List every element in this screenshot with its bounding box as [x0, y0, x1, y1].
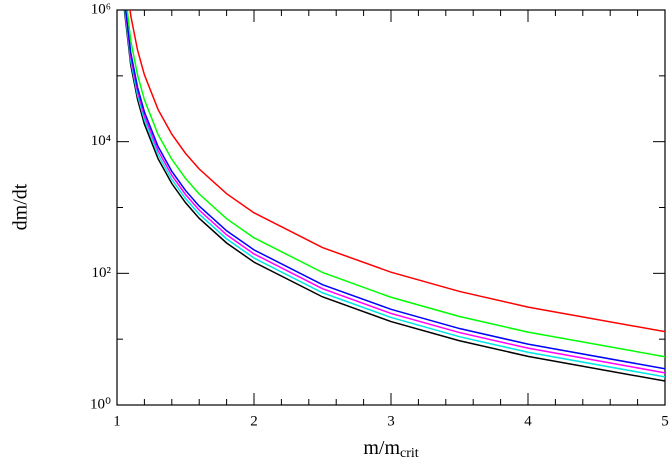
- series-line: [124, 10, 665, 374]
- x-axis-title-sub: crit: [400, 446, 419, 461]
- y-axis-title: dm/dt: [10, 183, 32, 230]
- x-tick-label: 3: [387, 413, 395, 429]
- series-line: [124, 10, 665, 378]
- series-line: [125, 10, 665, 370]
- series-line: [123, 10, 665, 382]
- x-tick-label: 5: [661, 413, 669, 429]
- y-tick-label: 10⁰: [90, 396, 111, 412]
- y-tick-label: 10²: [92, 265, 112, 281]
- x-axis-title-main: m/m: [363, 437, 400, 459]
- y-tick-label: 10⁴: [91, 133, 111, 149]
- series-line: [129, 10, 665, 333]
- plot-frame: [116, 9, 666, 406]
- x-axis-title: m/mcrit: [363, 437, 418, 462]
- x-tick-label: 1: [113, 413, 121, 429]
- x-tick-label: 2: [250, 413, 258, 429]
- y-tick-label: 10⁶: [91, 1, 111, 17]
- series-line: [126, 10, 665, 358]
- lines: [123, 10, 665, 382]
- x-tick-label: 4: [524, 413, 532, 429]
